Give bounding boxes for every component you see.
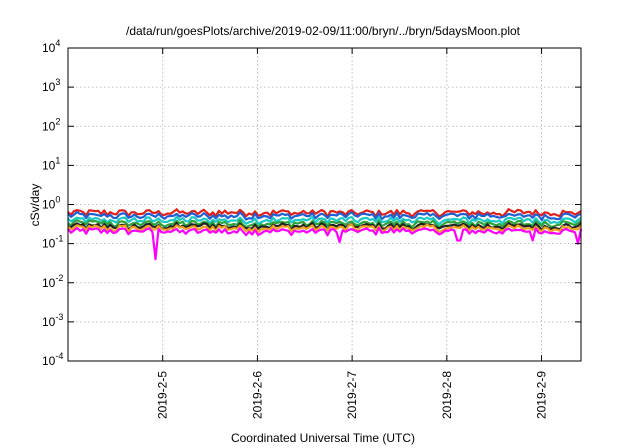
y-tick-label: 101 xyxy=(42,155,60,172)
y-axis-ticks: 10-4 10-3 10-2 10-1 100 101 102 103 104 xyxy=(42,38,581,368)
y-tick-label: 10-2 xyxy=(42,273,63,290)
series-line xyxy=(67,208,582,218)
x-tick-label: 2019-2-9 xyxy=(535,371,549,419)
y-tick-label: 10-3 xyxy=(42,312,63,329)
y-tick-label: 10-1 xyxy=(42,234,63,251)
x-tick-label: 2019-2-5 xyxy=(156,371,170,419)
series-line xyxy=(67,221,582,232)
grid xyxy=(68,48,581,361)
x-axis-ticks: 2019-2-5 2019-2-6 2019-2-7 2019-2-8 2019-2-9 xyxy=(156,48,549,419)
series-group xyxy=(67,208,583,261)
x-tick-label: 2019-2-6 xyxy=(250,371,264,419)
x-tick-label: 2019-2-7 xyxy=(345,371,359,419)
series-line xyxy=(67,223,582,234)
x-tick-label: 2019-2-8 xyxy=(440,371,454,419)
series-line xyxy=(67,215,582,226)
y-tick-label: 100 xyxy=(42,195,60,212)
y-tick-label: 102 xyxy=(42,116,60,133)
y-tick-label: 103 xyxy=(42,77,60,94)
chart-title: /data/run/goesPlots/archive/2019-02-09/1… xyxy=(126,24,521,38)
y-tick-label: 104 xyxy=(42,38,60,55)
series-line xyxy=(67,211,582,222)
y-tick-label: 10-4 xyxy=(42,351,63,368)
series-line xyxy=(67,219,582,229)
y-axis-label: cSv/day xyxy=(28,184,42,227)
x-axis-label: Coordinated Universal Time (UTC) xyxy=(231,431,415,445)
series-line xyxy=(67,226,583,261)
